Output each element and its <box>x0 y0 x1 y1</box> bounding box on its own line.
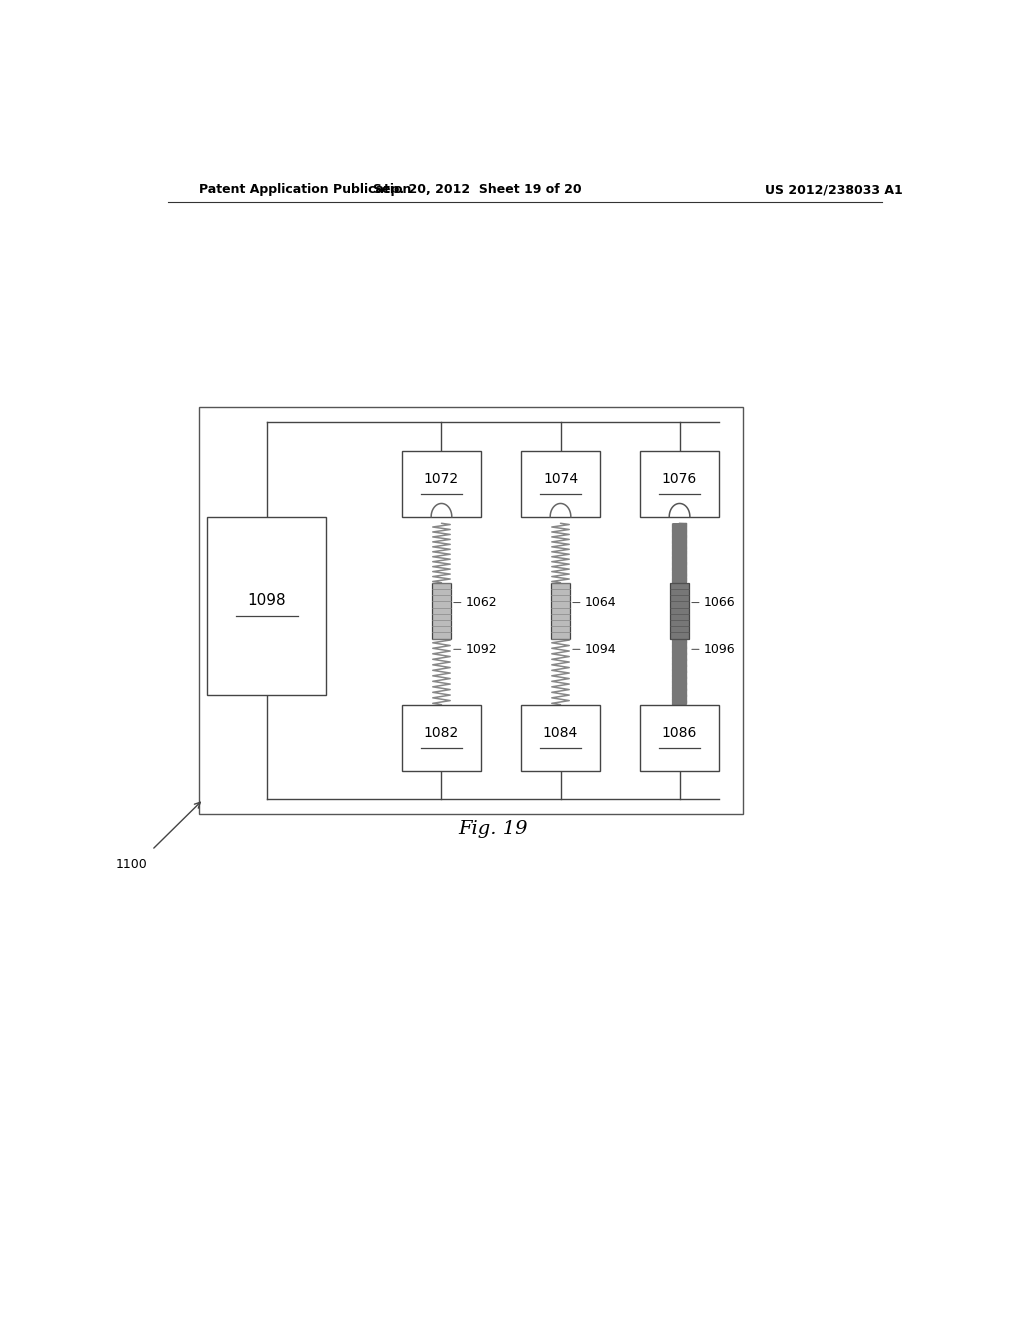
Bar <box>521 450 600 516</box>
Text: 1064: 1064 <box>585 597 616 609</box>
Bar <box>432 582 451 639</box>
Text: 1098: 1098 <box>248 593 286 609</box>
Bar <box>551 582 570 639</box>
Text: 1076: 1076 <box>662 471 697 486</box>
Text: 1092: 1092 <box>465 643 497 656</box>
Text: 1082: 1082 <box>424 726 459 739</box>
Text: Sep. 20, 2012  Sheet 19 of 20: Sep. 20, 2012 Sheet 19 of 20 <box>373 183 582 195</box>
Bar <box>200 407 743 814</box>
Text: Fig. 19: Fig. 19 <box>459 820 527 838</box>
Text: 1100: 1100 <box>116 858 147 871</box>
Text: 1086: 1086 <box>662 726 697 739</box>
Bar <box>640 705 719 771</box>
Text: 1074: 1074 <box>543 471 579 486</box>
Text: 1072: 1072 <box>424 471 459 486</box>
Text: 1062: 1062 <box>465 597 497 609</box>
Text: 1066: 1066 <box>703 597 735 609</box>
Bar <box>521 705 600 771</box>
Bar <box>640 450 719 516</box>
Bar <box>401 705 481 771</box>
Text: 1094: 1094 <box>585 643 616 656</box>
Text: 1084: 1084 <box>543 726 579 739</box>
Bar <box>401 450 481 516</box>
Bar <box>207 516 327 694</box>
Text: US 2012/238033 A1: US 2012/238033 A1 <box>765 183 903 195</box>
Text: Patent Application Publication: Patent Application Publication <box>200 183 412 195</box>
Bar <box>670 582 689 639</box>
Text: 1096: 1096 <box>703 643 735 656</box>
